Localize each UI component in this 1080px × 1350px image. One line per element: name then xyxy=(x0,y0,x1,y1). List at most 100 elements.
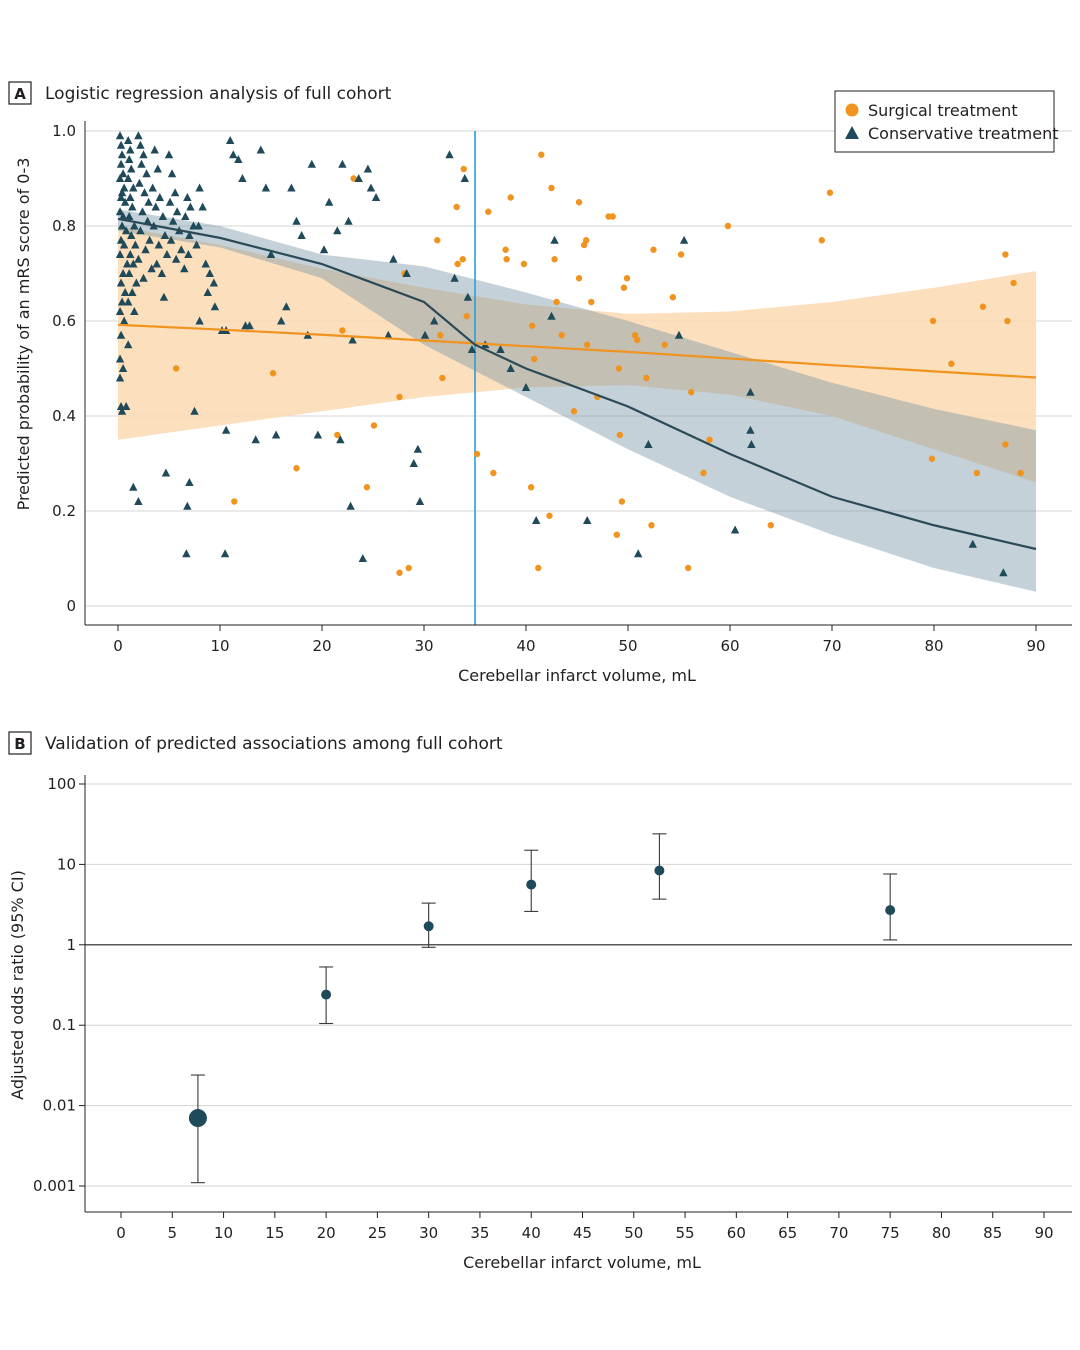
panel-a-letter: A xyxy=(14,85,26,103)
surgical-point xyxy=(350,175,357,182)
conservative-point xyxy=(166,235,176,244)
conservative-point xyxy=(121,226,131,235)
conservative-point xyxy=(126,145,135,154)
conservative-point xyxy=(115,354,125,363)
conservative-point xyxy=(116,330,126,339)
surgical-point xyxy=(582,237,590,244)
conservative-point xyxy=(121,402,131,410)
conservative-point xyxy=(746,425,755,434)
conservative-point xyxy=(152,259,161,268)
panel-b-chart: 0.001 0.01 0.1 1 10 100 0 5 10 15 20 25 30 35 40 45 50 55… xyxy=(33,775,1072,1242)
conservative-point xyxy=(115,373,125,382)
conservative-point xyxy=(430,316,439,325)
y-tick-label: 1 xyxy=(66,936,76,954)
panel-b-letter: B xyxy=(14,735,25,753)
surgical-point xyxy=(459,256,466,263)
x-tick-label: 60 xyxy=(720,637,739,655)
x-tick-label: 45 xyxy=(573,1224,592,1242)
surgical-point xyxy=(507,194,514,201)
surgical-point xyxy=(643,374,650,382)
legend: Surgical treatment Conservative treatmen… xyxy=(834,90,1059,153)
conservative-point xyxy=(137,159,146,168)
conservative-point xyxy=(168,216,178,225)
conservative-point xyxy=(234,155,243,163)
conservative-point xyxy=(125,269,134,277)
conservative-point xyxy=(157,269,167,277)
surgical-fit-line xyxy=(117,323,1037,379)
conservative-point xyxy=(496,345,505,353)
conservative-point xyxy=(164,150,174,159)
conservative-point xyxy=(115,131,125,140)
surgical-point xyxy=(528,322,536,329)
x-tick-label: 80 xyxy=(932,1224,951,1242)
conservative-point xyxy=(117,297,127,306)
surgical-point xyxy=(558,332,565,339)
conservative-point xyxy=(413,444,423,453)
conservative-point xyxy=(180,264,189,273)
conservative-point xyxy=(118,269,128,277)
conservative-point xyxy=(409,459,418,467)
panel-a-chart: 0 0.2 0.4 0.6 0.8 1.0 0 10 20 30 40 50 60 70 80 90 xyxy=(52,121,1072,655)
x-tick-label: 65 xyxy=(778,1224,797,1242)
conservative-point xyxy=(118,212,128,220)
conservative-point xyxy=(634,549,643,558)
conservative-point xyxy=(140,188,149,197)
legend-conservative-label: Conservative treatment xyxy=(868,124,1059,143)
odds-ratio-point xyxy=(188,1109,207,1128)
surgical-point xyxy=(503,256,510,263)
surgical-point xyxy=(650,246,657,253)
surgical-point xyxy=(1010,279,1017,287)
conservative-point xyxy=(521,383,531,391)
x-tick-label: 85 xyxy=(983,1224,1002,1242)
conservative-point xyxy=(160,231,170,239)
surgical-point xyxy=(538,151,545,158)
conservative-point xyxy=(229,150,238,159)
surgical-point xyxy=(485,208,492,215)
conservative-point xyxy=(402,269,411,277)
conservative-point xyxy=(116,159,126,168)
conservative-point xyxy=(968,539,977,548)
x-tick-label: 40 xyxy=(522,1224,541,1242)
conservative-point xyxy=(183,193,192,201)
x-tick-label: 10 xyxy=(214,1224,233,1242)
conservative-point xyxy=(153,164,162,173)
conservative-point xyxy=(336,435,345,444)
conservative-point xyxy=(277,316,286,325)
conservative-point xyxy=(171,254,181,263)
x-tick-label: 30 xyxy=(414,637,433,655)
surgical-point xyxy=(706,436,713,443)
surgical-point xyxy=(334,431,341,439)
surgical-point xyxy=(669,294,677,301)
x-tick-label: 60 xyxy=(727,1224,746,1242)
conservative-point xyxy=(266,250,276,258)
y-tick-label: 0.6 xyxy=(52,312,76,330)
conservative-point xyxy=(182,549,191,558)
conservative-point xyxy=(129,259,138,268)
surgical-point xyxy=(1002,441,1009,448)
odds-ratio-point xyxy=(321,989,332,1000)
x-tick-label: 35 xyxy=(470,1224,489,1242)
conservative-ci-band xyxy=(118,209,1036,592)
conservative-point xyxy=(674,330,684,339)
conservative-point xyxy=(287,183,296,192)
x-tick-label: 70 xyxy=(822,637,841,655)
surgical-point xyxy=(1004,317,1011,325)
conservative-point xyxy=(450,273,459,282)
conservative-point xyxy=(118,364,128,372)
conservative-point xyxy=(190,406,199,415)
surgical-point xyxy=(618,498,626,505)
x-tick-label: 30 xyxy=(419,1224,438,1242)
y-tick-label: 0.01 xyxy=(43,1097,76,1115)
x-tick-label: 50 xyxy=(624,1224,643,1242)
conservative-point xyxy=(999,568,1008,577)
conservative-point xyxy=(371,193,381,201)
conservative-point xyxy=(209,278,219,287)
surgical-point xyxy=(527,484,535,491)
conservative-point xyxy=(115,250,125,258)
conservative-point xyxy=(139,150,148,159)
x-tick-label: 50 xyxy=(618,637,637,655)
conservative-point xyxy=(205,269,214,277)
conservative-point xyxy=(154,240,163,249)
conservative-point xyxy=(142,169,151,178)
surgical-point xyxy=(575,199,583,206)
